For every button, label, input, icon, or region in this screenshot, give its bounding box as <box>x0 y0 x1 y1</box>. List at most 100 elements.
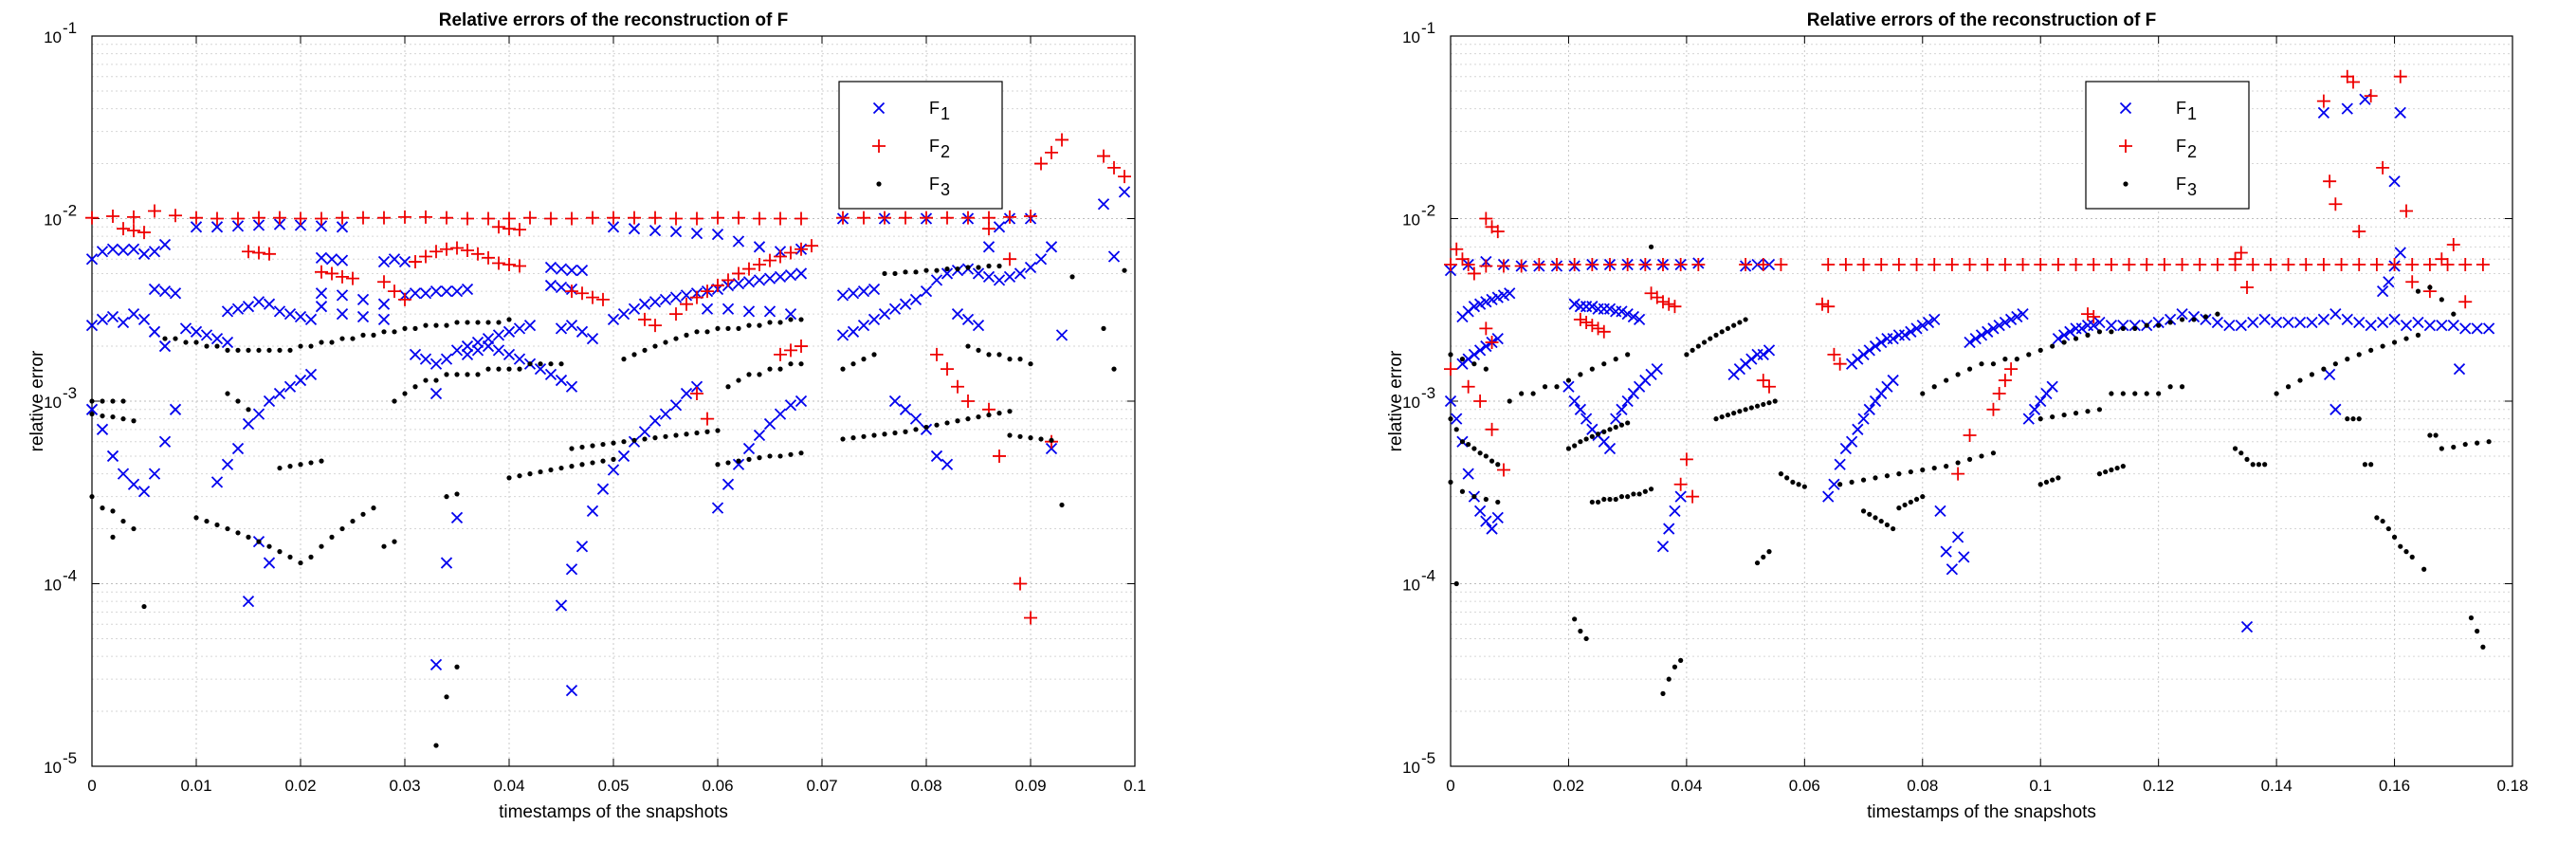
data-point-f1 <box>732 235 745 248</box>
data-point-f3 <box>131 418 137 424</box>
data-point-f3 <box>1966 366 1973 372</box>
data-point-f2 <box>941 211 954 225</box>
data-point-f3 <box>2109 467 2114 473</box>
data-point-f1 <box>1586 301 1599 313</box>
x-tick-label: 0.01 <box>180 777 211 795</box>
legend-label: F <box>2176 137 2186 156</box>
data-point-f3 <box>1601 429 1607 434</box>
data-point-f3 <box>955 418 960 424</box>
data-point-f3 <box>225 525 230 532</box>
data-point-f1 <box>753 274 766 286</box>
data-point-f1 <box>1444 395 1457 408</box>
y-axis-label: relative error <box>1386 350 1406 451</box>
data-point-f3 <box>2350 416 2356 422</box>
data-point-f3 <box>308 554 314 560</box>
data-point-f3 <box>673 432 679 438</box>
data-point-f3 <box>2475 628 2480 634</box>
data-point-f3 <box>1459 357 1466 362</box>
data-point-f2 <box>993 449 1006 463</box>
data-point-f2 <box>649 211 662 225</box>
data-point-f1 <box>680 387 693 400</box>
data-point-f2 <box>1573 312 1587 326</box>
data-point-f2 <box>1514 259 1528 273</box>
data-point-f2 <box>711 211 724 225</box>
data-point-f1 <box>315 301 328 313</box>
data-point-f3 <box>1731 322 1737 328</box>
data-point-f3 <box>1719 413 1725 420</box>
data-point-f1 <box>304 313 318 326</box>
data-point-f1 <box>96 246 109 258</box>
data-point-f3 <box>798 450 804 456</box>
data-point-f1 <box>137 248 151 260</box>
data-point-f3 <box>131 525 137 532</box>
data-point-f2 <box>502 222 516 236</box>
data-point-f1 <box>1916 319 1928 332</box>
data-point-f3 <box>1471 494 1477 500</box>
data-point-f3 <box>2085 332 2091 338</box>
data-point-f3 <box>777 366 783 372</box>
data-point-f1 <box>669 399 683 412</box>
data-point-f3 <box>475 320 481 325</box>
data-point-f1 <box>1922 316 1935 329</box>
data-point-f1 <box>2176 308 2188 321</box>
data-point-f1 <box>158 285 172 298</box>
data-point-f1 <box>1875 336 1888 349</box>
data-point-f2 <box>1927 257 1942 271</box>
data-point-f1 <box>2028 403 2041 415</box>
data-point-f1 <box>127 478 140 490</box>
data-point-f1 <box>409 287 422 300</box>
data-point-f3 <box>2486 439 2492 445</box>
data-point-f1 <box>294 374 307 387</box>
data-point-f3 <box>1453 580 1459 587</box>
data-point-f3 <box>2103 468 2109 475</box>
data-point-f3 <box>1701 340 1708 345</box>
data-point-f1 <box>273 387 286 400</box>
data-point-f3 <box>882 432 887 437</box>
data-point-f3 <box>2480 644 2486 650</box>
data-point-f1 <box>2235 319 2247 332</box>
data-point-f1 <box>1468 348 1481 360</box>
data-point-f3 <box>2403 549 2409 555</box>
data-point-f3 <box>1931 465 1937 471</box>
data-point-f3 <box>2073 336 2079 341</box>
data-point-f3 <box>506 475 512 481</box>
data-point-f2 <box>1673 257 1688 271</box>
data-point-f1 <box>742 276 756 288</box>
data-point-f3 <box>767 366 773 372</box>
data-point-f2 <box>419 249 432 264</box>
data-point-f2 <box>1827 347 1841 361</box>
data-point-f2 <box>2329 197 2343 211</box>
data-point-f3 <box>183 340 189 345</box>
data-point-f3 <box>246 534 251 540</box>
data-point-f2 <box>1497 463 1510 477</box>
data-point-f2 <box>1024 611 1037 625</box>
data-point-f3 <box>193 340 199 345</box>
data-point-f1 <box>2341 313 2353 326</box>
data-point-f3 <box>621 357 627 362</box>
data-point-f2 <box>2004 362 2019 376</box>
data-point-f1 <box>1627 310 1640 323</box>
data-point-f2 <box>2393 69 2407 83</box>
data-point-f1 <box>544 368 557 381</box>
data-point-f3 <box>923 424 929 431</box>
data-point-f3 <box>2073 411 2079 416</box>
data-point-f2 <box>1597 324 1611 339</box>
data-point-f2 <box>1673 477 1688 491</box>
data-point-f3 <box>1489 458 1495 464</box>
data-point-f3 <box>1448 416 1453 422</box>
data-point-f2 <box>127 224 140 238</box>
data-point-f3 <box>611 440 616 446</box>
data-point-f2 <box>2193 257 2207 271</box>
y-tick-exponent: -2 <box>1421 202 1435 220</box>
data-point-f3 <box>1979 361 1984 367</box>
data-point-f1 <box>2341 102 2353 115</box>
data-point-f3 <box>1466 441 1471 448</box>
data-point-f2 <box>429 245 443 259</box>
data-point-f1 <box>336 289 349 302</box>
data-point-f3 <box>1772 398 1778 404</box>
data-point-f1 <box>1863 344 1875 357</box>
data-point-f3 <box>1625 494 1631 500</box>
